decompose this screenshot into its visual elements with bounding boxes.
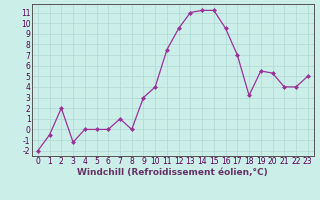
X-axis label: Windchill (Refroidissement éolien,°C): Windchill (Refroidissement éolien,°C): [77, 168, 268, 177]
